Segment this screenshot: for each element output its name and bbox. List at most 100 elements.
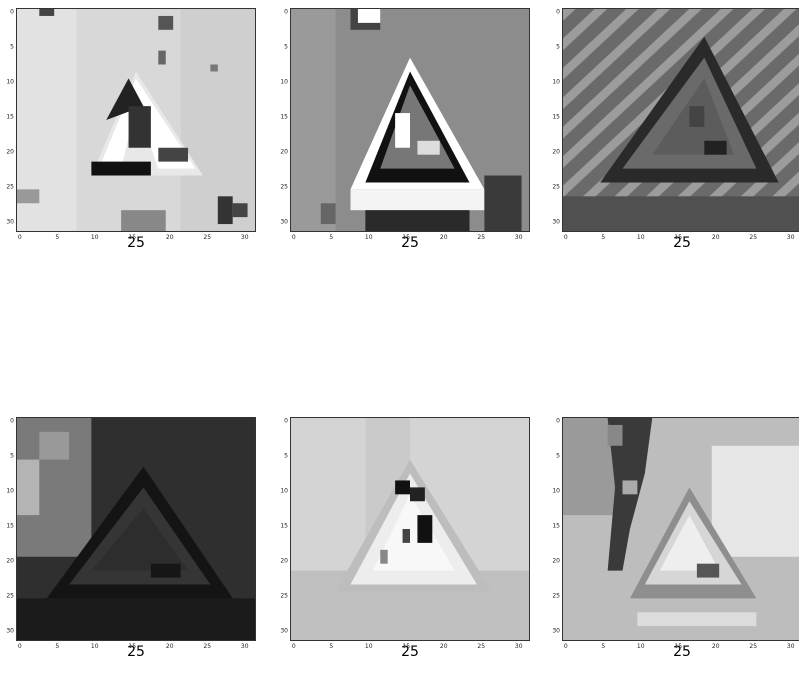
x-tick-label: 0 [17,234,22,241]
y-tick-label: 30 [552,218,560,225]
x-tick-label: 20 [439,234,448,241]
y-tick-label: 5 [284,43,288,50]
x-tick-label: 15 [128,643,137,650]
class-label: 25 [401,235,419,251]
y-tick-label: 20 [280,148,288,155]
y-tick-label: 0 [284,8,288,15]
x-tick-label: 10 [90,234,99,241]
y-tick-label: 5 [10,452,14,459]
x-tick-label: 10 [364,643,373,650]
x-tick-label: 15 [402,643,411,650]
x-tick-label: 0 [291,234,296,241]
traffic-sign-image [17,9,255,231]
y-tick-label: 15 [280,113,288,120]
image-frame [16,8,256,232]
y-tick-label: 25 [552,592,560,599]
y-tick-label: 15 [6,113,14,120]
x-tick-label: 30 [514,643,523,650]
x-tick-label: 25 [477,234,486,241]
y-tick-label: 15 [552,113,560,120]
class-label: 25 [673,235,691,251]
y-tick-label: 20 [6,557,14,564]
x-tick-label: 20 [439,643,448,650]
y-tick-label: 15 [552,522,560,529]
x-tick-label: 30 [240,234,249,241]
x-tick-label: 25 [477,643,486,650]
image-panel-5: 25 0 5 10 15 20 25 30 0 5 10 15 20 25 30 [280,417,530,677]
image-frame [290,417,530,641]
x-tick-label: 20 [711,643,720,650]
y-tick-label: 10 [280,487,288,494]
image-panel-4: 25 0 5 10 15 20 25 30 0 5 10 15 20 25 30 [6,417,256,677]
y-tick-label: 30 [6,627,14,634]
image-panel-3: 25 0 5 10 15 20 25 30 0 5 10 15 20 25 30 [552,8,799,268]
x-tick-label: 20 [165,643,174,650]
x-tick-label: 30 [786,234,795,241]
class-label: 25 [673,644,691,660]
y-tick-label: 30 [552,627,560,634]
traffic-sign-image [17,418,255,640]
y-tick-label: 25 [6,592,14,599]
y-tick-label: 15 [280,522,288,529]
x-tick-label: 5 [55,643,60,650]
y-tick-label: 20 [552,557,560,564]
class-label: 25 [127,235,145,251]
x-tick-label: 25 [749,643,758,650]
y-tick-label: 10 [6,78,14,85]
traffic-sign-image [291,9,529,231]
y-tick-label: 0 [284,417,288,424]
image-panel-2: 25 0 5 10 15 20 25 30 0 5 10 15 20 25 30 [280,8,530,268]
x-tick-label: 5 [329,643,334,650]
x-tick-label: 10 [636,643,645,650]
y-tick-label: 0 [10,417,14,424]
y-tick-label: 25 [552,183,560,190]
x-tick-label: 0 [563,643,568,650]
image-frame [290,8,530,232]
y-tick-label: 25 [280,183,288,190]
y-tick-label: 20 [280,557,288,564]
y-tick-label: 15 [6,522,14,529]
x-tick-label: 20 [711,234,720,241]
x-tick-label: 30 [786,643,795,650]
x-tick-label: 25 [203,234,212,241]
traffic-sign-image [291,418,529,640]
y-tick-label: 30 [280,627,288,634]
image-panel-1: 25 0 5 10 15 20 25 30 0 5 10 15 20 25 30 [6,8,256,268]
x-tick-label: 0 [17,643,22,650]
traffic-sign-image [563,9,799,231]
x-tick-label: 30 [514,234,523,241]
x-tick-label: 15 [674,643,683,650]
x-tick-label: 20 [165,234,174,241]
x-tick-label: 25 [203,643,212,650]
x-tick-label: 5 [55,234,60,241]
traffic-sign-image [563,418,799,640]
y-tick-label: 25 [6,183,14,190]
y-tick-label: 0 [10,8,14,15]
x-tick-label: 15 [402,234,411,241]
y-tick-label: 5 [556,43,560,50]
y-tick-label: 20 [552,148,560,155]
y-tick-label: 30 [6,218,14,225]
x-tick-label: 15 [674,234,683,241]
y-tick-label: 5 [10,43,14,50]
y-tick-label: 10 [552,78,560,85]
image-frame [562,8,799,232]
x-tick-label: 10 [636,234,645,241]
y-tick-label: 5 [284,452,288,459]
x-tick-label: 25 [749,234,758,241]
y-tick-label: 30 [280,218,288,225]
class-label: 25 [401,644,419,660]
x-tick-label: 5 [601,643,606,650]
image-panel-6: 25 0 5 10 15 20 25 30 0 5 10 15 20 25 30 [552,417,799,677]
x-tick-label: 15 [128,234,137,241]
x-tick-label: 0 [563,234,568,241]
y-tick-label: 10 [6,487,14,494]
y-tick-label: 25 [280,592,288,599]
x-tick-label: 10 [364,234,373,241]
y-tick-label: 5 [556,452,560,459]
x-tick-label: 0 [291,643,296,650]
class-label: 25 [127,644,145,660]
x-tick-label: 30 [240,643,249,650]
y-tick-label: 0 [556,417,560,424]
y-tick-label: 0 [556,8,560,15]
